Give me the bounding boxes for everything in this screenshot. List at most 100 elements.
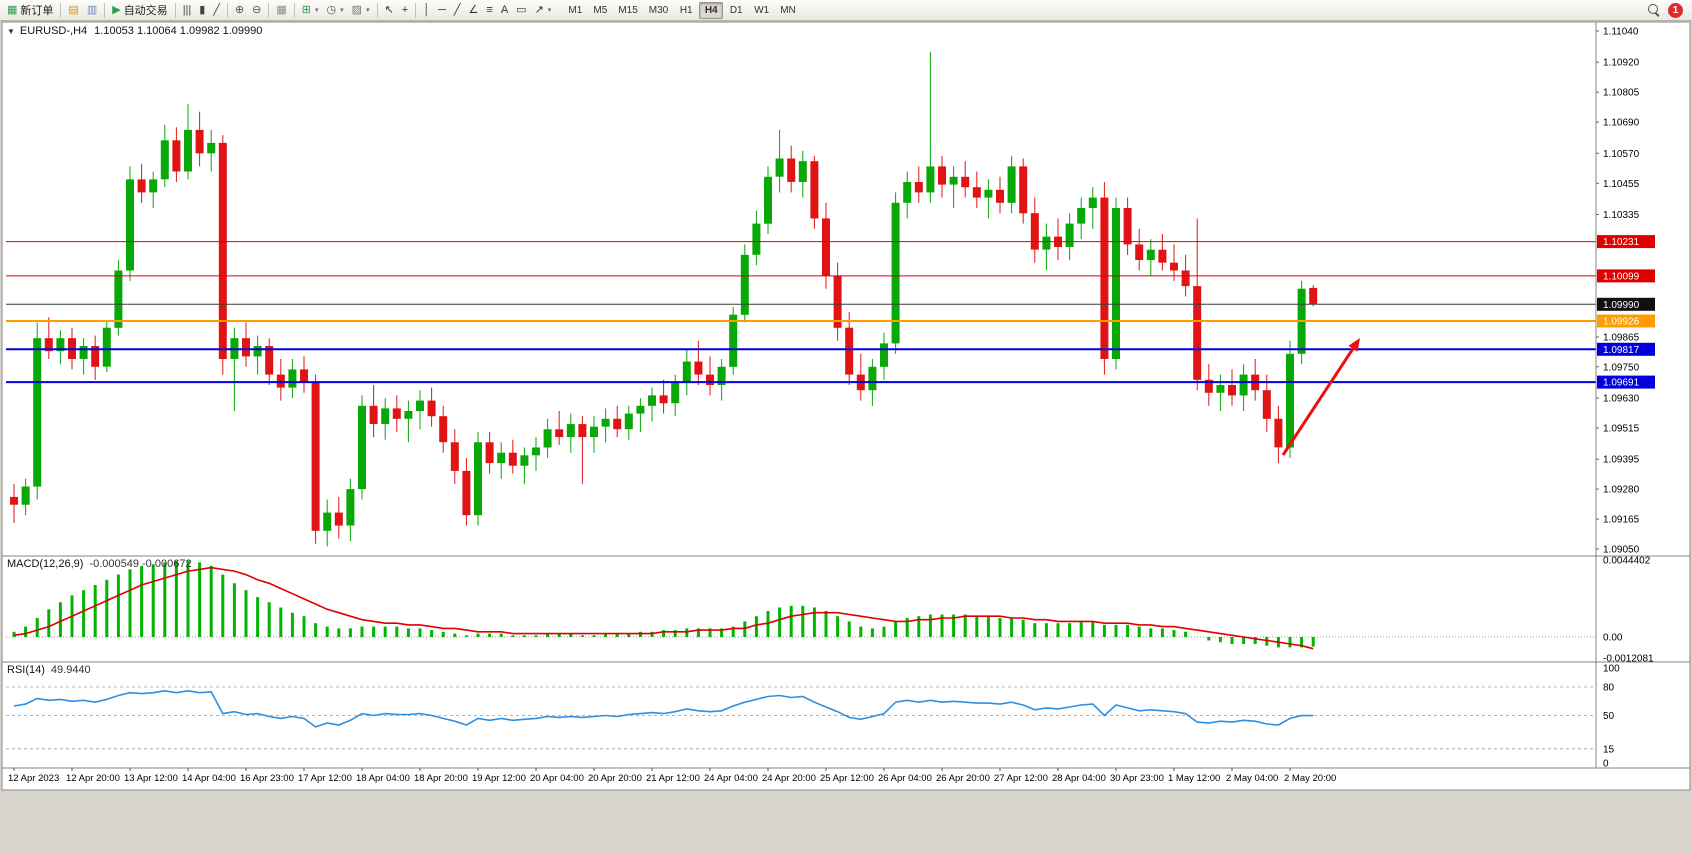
template-icon: ▨ [351, 4, 363, 16]
text-label-button[interactable]: ▭ [512, 1, 530, 19]
templates-button[interactable]: ▨ ▾ [348, 1, 374, 19]
rsi-label: RSI(14) 49.9440 [7, 664, 91, 676]
vertical-line-button[interactable]: │ [419, 1, 434, 19]
text-button[interactable]: A [497, 1, 512, 19]
arrow-shape-icon: ↗ [534, 4, 544, 16]
clock-icon: ◷ [326, 4, 337, 16]
trendline-icon: ╱ [453, 4, 461, 16]
trendline-button[interactable]: ╱ [450, 1, 465, 19]
timeframe-m30-button[interactable]: M30 [644, 2, 673, 19]
indicators-button[interactable]: ⊞ ▾ [298, 1, 323, 19]
time-axis-label: 17 Apr 12:00 [298, 773, 352, 784]
trend-arrow-annotation[interactable] [1281, 338, 1360, 456]
arrows-button[interactable]: ↗ ▾ [531, 1, 556, 19]
toolbar-separator [104, 2, 106, 18]
rsi-indicator-name: RSI(14) [7, 664, 45, 676]
price-axis-label: 1.09050 [1603, 545, 1640, 556]
time-axis-label: 2 May 04:00 [1226, 773, 1278, 784]
profiles-button[interactable]: ▥ [83, 1, 101, 19]
auto-trading-button[interactable]: ▶ 自动交易 [108, 1, 171, 19]
chart-title: ▼ EURUSD-,H4 1.10053 1.10064 1.09982 1.099… [7, 25, 262, 37]
candlestick-icon: ▮ [199, 4, 206, 16]
time-axis-label: 30 Apr 23:00 [1110, 773, 1164, 784]
dropdown-arrow-icon: ▾ [315, 7, 319, 14]
price-axis-label: 1.09515 [1603, 424, 1640, 435]
new-order-button[interactable]: ▦ 新订单 [3, 1, 57, 19]
dropdown-arrow-icon: ▾ [547, 7, 552, 14]
timeframe-m1-button[interactable]: M1 [563, 2, 587, 19]
time-axis-label: 12 Apr 20:00 [66, 773, 120, 784]
cursor-button[interactable]: ↖ [381, 1, 398, 19]
fibonacci-button[interactable]: ≡ [482, 1, 496, 19]
price-axis-label: 1.11040 [1603, 27, 1639, 38]
price-axis-label: 1.10920 [1603, 58, 1640, 69]
rsi-axis-label: 80 [1603, 683, 1615, 694]
auto-trading-button-label: 自动交易 [123, 5, 168, 17]
dropdown-arrow-icon: ▾ [340, 7, 344, 14]
periods-button[interactable]: ◷ ▾ [323, 1, 348, 19]
bar-chart-type-button[interactable]: ||| [179, 1, 196, 19]
chart-symbol-period: EURUSD-,H4 [19, 25, 88, 37]
toolbar-right-icons: 1 [1648, 2, 1689, 18]
timeframe-d1-button[interactable]: D1 [724, 2, 748, 19]
channel-button[interactable]: ∠ [465, 1, 483, 19]
charts-button[interactable]: ▤ [64, 1, 82, 19]
new-order-button-label: 新订单 [20, 5, 54, 17]
macd-axis-label: -0.0012081 [1603, 654, 1654, 665]
new-order-icon: ▦ [7, 4, 18, 16]
crosshair-button[interactable]: + [398, 1, 412, 19]
time-axis-label: 25 Apr 12:00 [820, 773, 874, 784]
search-icon[interactable] [1648, 4, 1660, 16]
toolbar-separator [226, 2, 228, 18]
macd-panel: 0.0044402 0.00 -0.0012081 [6, 556, 1654, 665]
candlestick-type-button[interactable]: ▮ [195, 1, 209, 19]
timeframe-toolbar: M1 M5 M15 M30 H1 H4 D1 W1 MN [563, 1, 801, 19]
rsi-axis-label: 100 [1603, 664, 1620, 675]
time-axis[interactable]: 12 Apr 2023 12 Apr 20:00 13 Apr 12:00 14 Ap… [8, 768, 1336, 784]
candles [10, 51, 1318, 547]
time-axis-label: 26 Apr 20:00 [936, 773, 990, 784]
toolbar-separator [60, 2, 62, 18]
timeframe-mn-button[interactable]: MN [775, 2, 801, 19]
price-axis-label: 1.10570 [1603, 149, 1640, 160]
time-axis-label: 24 Apr 04:00 [704, 773, 758, 784]
time-axis-label: 13 Apr 12:00 [124, 773, 178, 784]
panel-separators[interactable] [2, 555, 1690, 769]
tile-windows-button[interactable]: ▦ [272, 1, 290, 19]
magnifier-minus-icon: ⊖ [252, 4, 262, 16]
toolbar-separator [268, 2, 270, 18]
horizontal-line-icon: ─ [438, 4, 446, 16]
horizontal-line-button[interactable]: ─ [434, 1, 450, 19]
notification-badge[interactable]: 1 [1668, 2, 1683, 18]
bar-chart-icon: ||| [182, 4, 192, 16]
time-axis-label: 24 Apr 20:00 [762, 773, 816, 784]
time-axis-label: 20 Apr 20:00 [588, 773, 642, 784]
time-axis-label: 21 Apr 12:00 [646, 773, 700, 784]
time-axis-label: 19 Apr 12:00 [472, 773, 526, 784]
chart-collapse-icon[interactable]: ▼ [7, 27, 15, 36]
timeframe-h1-button[interactable]: H1 [674, 2, 698, 19]
timeframe-h4-button[interactable]: H4 [699, 1, 724, 19]
vertical-line-icon: │ [423, 4, 431, 16]
time-axis-label: 12 Apr 2023 [8, 773, 59, 784]
dropdown-arrow-icon: ▾ [366, 7, 370, 14]
rsi-panel: 100 80 50 15 0 [6, 664, 1620, 770]
auto-trading-play-icon: ▶ [112, 4, 121, 16]
time-axis-label: 14 Apr 04:00 [182, 773, 236, 784]
toolbar-separator [415, 2, 417, 18]
line-chart-type-button[interactable]: ╱ [209, 1, 224, 19]
rsi-axis-label: 0 [1603, 759, 1609, 770]
time-axis-label: 20 Apr 04:00 [530, 773, 584, 784]
timeframe-w1-button[interactable]: W1 [749, 2, 774, 19]
time-axis-label: 28 Apr 04:00 [1052, 773, 1106, 784]
timeframe-m5-button[interactable]: M5 [588, 2, 612, 19]
text-icon: A [500, 4, 509, 16]
macd-label: MACD(12,26,9) -0.000549 -0.000672 [7, 558, 192, 570]
zoom-in-button[interactable]: ⊕ [231, 1, 248, 19]
toolbar-separator [293, 2, 295, 18]
price-axis[interactable]: 1.11040 1.10920 1.10805 1.10690 1.10570 1.104… [1595, 22, 1655, 768]
price-badge: 1.09691 [1603, 378, 1640, 389]
zoom-out-button[interactable]: ⊖ [248, 1, 265, 19]
timeframe-m15-button[interactable]: M15 [613, 2, 642, 19]
